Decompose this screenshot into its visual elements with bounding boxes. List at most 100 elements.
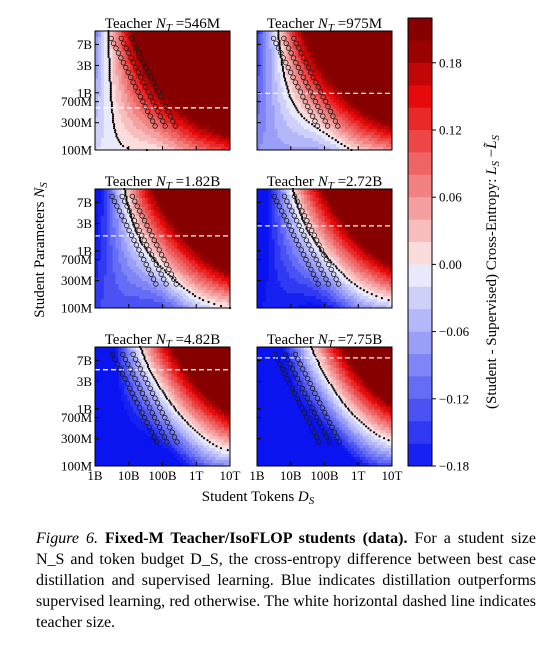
heatmap-cell bbox=[318, 108, 322, 112]
heatmap-cell bbox=[144, 230, 149, 235]
heatmap-cell bbox=[218, 135, 222, 139]
heatmap-cell bbox=[150, 66, 155, 71]
heatmap-cell bbox=[97, 203, 102, 208]
heatmap-cell bbox=[130, 36, 134, 41]
heatmap-cell bbox=[365, 45, 369, 50]
heatmap-panels: Teacher NT =546M100M300M700M1B3B7BTeache… bbox=[61, 16, 403, 483]
heatmap-cell bbox=[112, 93, 116, 97]
heatmap-cell bbox=[206, 117, 210, 121]
heatmap-cell bbox=[342, 31, 346, 35]
isoflop-student-point bbox=[108, 35, 114, 42]
heatmap-cell bbox=[347, 39, 352, 44]
heatmap-cell bbox=[321, 78, 325, 82]
heatmap-cell bbox=[277, 144, 281, 148]
heatmap-cell bbox=[200, 135, 204, 139]
heatmap-cell bbox=[159, 260, 163, 264]
heatmap-cell bbox=[139, 39, 143, 44]
heatmap-cell bbox=[347, 132, 352, 136]
heatmap-cell bbox=[321, 57, 325, 62]
heatmap-cell bbox=[301, 147, 305, 151]
heatmap-cell bbox=[265, 84, 270, 88]
heatmap-cell bbox=[330, 75, 334, 80]
heatmap-cell bbox=[194, 84, 199, 88]
heatmap-cell bbox=[153, 33, 158, 38]
heatmap-cell bbox=[347, 60, 352, 65]
heatmap-cell bbox=[330, 123, 334, 127]
heatmap-cell bbox=[377, 102, 381, 106]
heatmap-cell bbox=[97, 227, 102, 232]
heatmap-cell bbox=[153, 147, 158, 151]
heatmap-cell bbox=[156, 305, 160, 309]
heatmap-cell bbox=[350, 60, 355, 65]
heatmap-cell bbox=[203, 111, 207, 115]
heatmap-cell bbox=[147, 221, 152, 226]
heatmap-cell bbox=[118, 81, 122, 85]
heatmap-cell bbox=[371, 96, 375, 100]
heatmap-cell bbox=[139, 263, 143, 267]
heatmap-cell bbox=[315, 93, 320, 97]
heatmap-cell bbox=[218, 117, 222, 121]
heatmap-cell bbox=[139, 287, 143, 291]
heatmap-cell bbox=[124, 284, 128, 288]
heatmap-cell bbox=[265, 75, 270, 80]
heatmap-cell bbox=[350, 105, 355, 109]
heatmap-cell bbox=[118, 230, 122, 235]
heatmap-cell bbox=[347, 99, 352, 103]
heatmap-cell bbox=[165, 203, 169, 208]
heatmap-cell bbox=[321, 138, 325, 142]
heatmap-cell bbox=[118, 45, 122, 50]
heatmap-cell bbox=[141, 203, 146, 208]
heatmap-cell bbox=[171, 212, 175, 217]
heatmap-cell bbox=[130, 278, 134, 282]
heatmap-cell bbox=[386, 126, 390, 130]
heatmap-cell bbox=[106, 84, 111, 88]
heatmap-cell bbox=[362, 102, 366, 106]
heatmap-cell bbox=[141, 87, 146, 91]
heatmap-cell bbox=[356, 90, 361, 94]
heatmap-cell bbox=[309, 147, 314, 151]
heatmap-cell bbox=[136, 36, 140, 41]
heatmap-cell bbox=[298, 39, 302, 44]
heatmap-cell bbox=[218, 123, 222, 127]
heatmap-cell bbox=[103, 141, 108, 145]
heatmap-cell bbox=[109, 251, 113, 255]
heatmap-cell bbox=[191, 108, 196, 112]
heatmap-cell bbox=[95, 257, 99, 261]
heatmap-cell bbox=[121, 212, 125, 217]
heatmap-cell bbox=[224, 138, 228, 142]
heatmap-cell bbox=[127, 78, 131, 82]
isoflop-student-point bbox=[293, 60, 299, 66]
heatmap-cell bbox=[380, 75, 384, 80]
heatmap-cell bbox=[141, 51, 146, 56]
heatmap-cell bbox=[103, 209, 108, 214]
heatmap-cell bbox=[95, 230, 99, 235]
heatmap-cell bbox=[191, 39, 196, 44]
heatmap-cell bbox=[127, 51, 131, 56]
heatmap-cell bbox=[350, 126, 355, 130]
heatmap-cell bbox=[283, 33, 287, 38]
heatmap-cell bbox=[112, 290, 116, 294]
heatmap-cell bbox=[109, 212, 113, 217]
heatmap-cell bbox=[153, 293, 158, 297]
heatmap-cell bbox=[118, 117, 122, 121]
heatmap-cell bbox=[100, 299, 105, 303]
heatmap-cell bbox=[318, 147, 322, 151]
heatmap-cell bbox=[118, 66, 122, 71]
heatmap-cell bbox=[289, 90, 293, 94]
heatmap-cell bbox=[277, 66, 281, 71]
heatmap-cell bbox=[109, 120, 113, 124]
heatmap-cell bbox=[259, 108, 264, 112]
heatmap-cell bbox=[197, 147, 202, 151]
heatmap-cell bbox=[224, 132, 228, 136]
heatmap-cell bbox=[386, 51, 390, 56]
heatmap-cell bbox=[292, 84, 296, 88]
isoflop-student-point bbox=[138, 74, 144, 80]
heatmap-cell bbox=[336, 66, 340, 71]
isoflop-student-point bbox=[145, 89, 151, 95]
heatmap-cell bbox=[127, 84, 131, 88]
heatmap-cell bbox=[174, 93, 178, 97]
heatmap-cell bbox=[150, 120, 155, 124]
heatmap-cell bbox=[100, 200, 105, 205]
isoflop-student-point bbox=[143, 64, 149, 71]
heatmap-cell bbox=[124, 105, 128, 109]
